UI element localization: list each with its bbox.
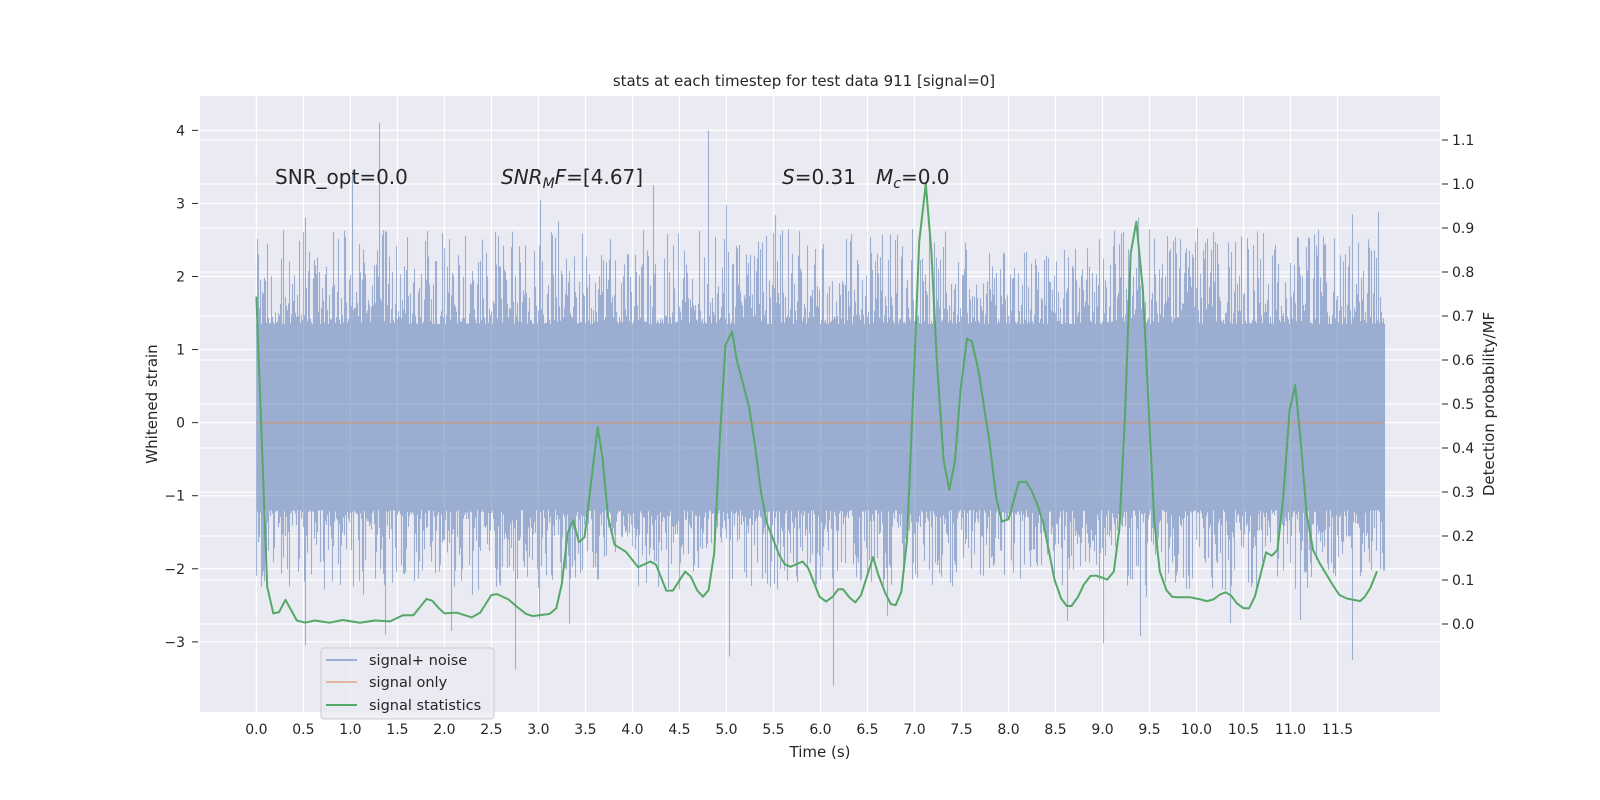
y-tick-label-right: 0.7: [1452, 309, 1474, 325]
annotation-snr-mf: SNRMF=[4.67]: [501, 165, 643, 192]
x-axis-ticks: 0.0 0.5 1.0 1.5 2.0 2.5 3.0 3.5 4.0 4.5 5.0 5.5 6.0 6…: [245, 722, 1353, 738]
x-tick-label: 3.0: [527, 722, 549, 738]
y-tick-label-left: −1: [164, 489, 185, 505]
y-tick-label-right: 1.0: [1452, 177, 1474, 193]
y-tick-label-left: −3: [164, 635, 185, 651]
x-tick-label: 10.0: [1181, 722, 1212, 738]
y-tick-label-right: 0.2: [1452, 529, 1474, 545]
x-tick-label: 9.0: [1091, 722, 1113, 738]
x-tick-label: 5.0: [715, 722, 737, 738]
x-tick-label: 8.5: [1044, 722, 1066, 738]
x-tick-label: 7.0: [903, 722, 925, 738]
y-tick-label-left: 1: [176, 343, 185, 359]
y-axis-label-right: Detection probability/MF: [1480, 312, 1498, 496]
legend-box: [320, 647, 495, 720]
x-tick-label: 1.5: [386, 722, 408, 738]
series-signal-statistics: [255, 183, 1378, 624]
y-axis-ticks-left: −3 −2 −1 0 1 2 3 4: [164, 123, 198, 651]
x-tick-label: 8.0: [997, 722, 1019, 738]
x-tick-label: 4.5: [668, 722, 690, 738]
x-tick-label: 4.0: [621, 722, 643, 738]
y-tick-label-right: 0.0: [1452, 617, 1474, 633]
y-tick-label-left: 4: [176, 123, 185, 139]
snr-mf-value: =[4.67]: [566, 165, 643, 189]
x-axis-label: Time (s): [789, 743, 851, 761]
y-tick-label-left: −2: [164, 562, 185, 578]
legend: signal+ noise signal only signal statist…: [320, 647, 495, 720]
s-variable: S: [782, 165, 795, 189]
x-tick-label: 6.0: [809, 722, 831, 738]
mc-value: =0.0: [901, 165, 950, 189]
signal-plus-noise-trace: [255, 123, 1386, 686]
x-tick-label: 7.5: [950, 722, 972, 738]
snr-mf-base: SNR: [501, 165, 543, 189]
chart-title: stats at each timestep for test data 911…: [613, 72, 995, 90]
y-tick-label-right: 1.1: [1452, 133, 1474, 149]
signal-statistics-line: [255, 183, 1378, 624]
legend-label-signal-statistics: signal statistics: [369, 698, 481, 714]
x-tick-label: 0.5: [292, 722, 314, 738]
mc-subscript: c: [893, 176, 901, 192]
y-tick-label-left: 2: [176, 269, 185, 285]
legend-label-signal-only: signal only: [369, 675, 448, 691]
annotation-snr-opt: SNR_opt=0.0: [275, 165, 408, 189]
x-tick-label: 2.5: [480, 722, 502, 738]
x-tick-label: 11.5: [1322, 722, 1353, 738]
snr-mf-rest: F: [555, 165, 567, 189]
x-tick-label: 1.0: [339, 722, 361, 738]
mc-variable: M: [876, 165, 893, 189]
annotation-s: S=0.31: [782, 165, 856, 189]
y-tick-label-right: 0.6: [1452, 353, 1474, 369]
y-tick-label-right: 0.4: [1452, 441, 1474, 457]
y-tick-label-left: 0: [176, 416, 185, 432]
x-tick-label: 2.0: [433, 722, 455, 738]
snr-mf-subscript: M: [543, 176, 555, 192]
y-tick-label-right: 0.9: [1452, 221, 1474, 237]
y-axis-label-left: Whitened strain: [143, 344, 161, 463]
y-axis-ticks-right: 0.0 0.1 0.2 0.3 0.4 0.5 0.6 0.7 0.8 0.9 1.0 1.1: [1442, 133, 1474, 633]
y-tick-label-right: 0.1: [1452, 573, 1474, 589]
annotation-mc: Mc=0.0: [876, 165, 950, 192]
x-tick-label: 0.0: [245, 722, 267, 738]
x-tick-label: 9.5: [1138, 722, 1160, 738]
y-tick-label-right: 0.8: [1452, 265, 1474, 281]
legend-label-signal-plus-noise: signal+ noise: [369, 653, 467, 669]
x-tick-label: 11.0: [1275, 722, 1306, 738]
x-tick-label: 3.5: [574, 722, 596, 738]
y-tick-label-right: 0.3: [1452, 485, 1474, 501]
y-tick-label-right: 0.5: [1452, 397, 1474, 413]
series-signal-plus-noise: [255, 123, 1386, 686]
x-tick-label: 5.5: [762, 722, 784, 738]
s-value: =0.31: [795, 165, 856, 189]
y-tick-label-left: 3: [176, 196, 185, 212]
x-tick-label: 6.5: [856, 722, 878, 738]
x-tick-label: 10.5: [1228, 722, 1259, 738]
